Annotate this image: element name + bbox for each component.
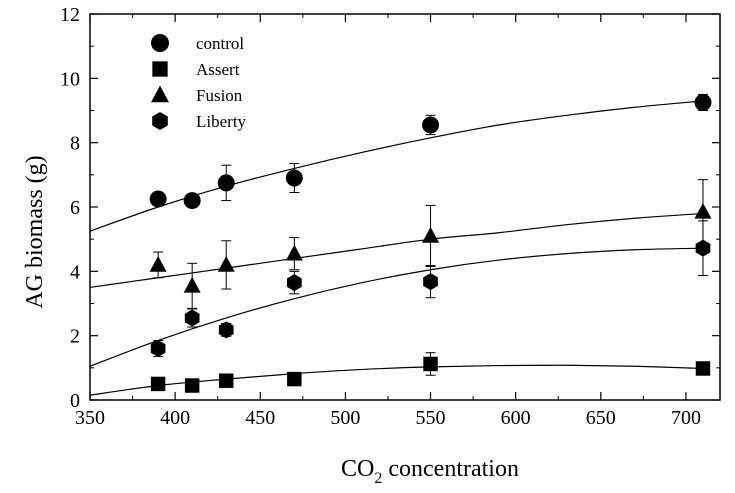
legend-marker-liberty (152, 112, 168, 130)
y-tick-label: 12 (60, 4, 80, 26)
fit-curve-assert (89, 364, 703, 396)
legend-marker-assert (152, 61, 168, 77)
y-tick-label: 8 (70, 133, 80, 155)
y-tick-label: 6 (70, 197, 80, 219)
x-axis-title-sub: 2 (374, 470, 382, 487)
y-tick-label: 0 (70, 390, 80, 412)
point-liberty (423, 273, 438, 291)
point-control (285, 169, 303, 187)
legend-label-liberty: Liberty (196, 112, 247, 131)
x-tick-label: 350 (75, 407, 105, 429)
x-tick-label: 400 (160, 407, 190, 429)
plot-frame (89, 13, 721, 401)
point-assert (423, 356, 438, 372)
point-assert (695, 361, 711, 376)
x-tick-label: 550 (416, 407, 446, 429)
x-tick-label: 450 (245, 407, 275, 429)
legend: control Assert Fusion Liberty (151, 34, 247, 131)
point-liberty (150, 340, 166, 358)
point-control (694, 93, 712, 111)
legend-label-fusion: Fusion (196, 86, 243, 105)
fit-curve-liberty (89, 247, 703, 367)
y-axis-title: AG biomass (g) (22, 155, 48, 308)
point-assert (218, 373, 234, 388)
y-tick-label: 10 (60, 68, 80, 90)
x-tick-label: 500 (330, 407, 360, 429)
x-tick-label: 700 (671, 407, 701, 429)
x-axis-title-main: CO (341, 456, 374, 482)
plot-border (89, 13, 721, 401)
data-markers (149, 93, 712, 393)
y-tick-label: 2 (70, 326, 80, 348)
legend-label-assert: Assert (196, 60, 240, 79)
point-assert (184, 378, 200, 393)
fit-curves (89, 100, 704, 396)
point-fusion (217, 255, 235, 272)
point-fusion (422, 227, 440, 243)
x-tick-label: 600 (501, 407, 531, 429)
x-tick-label: 650 (586, 407, 616, 429)
point-control (149, 190, 167, 208)
legend-marker-fusion (151, 85, 169, 103)
point-control (422, 116, 440, 134)
legend-label-control: control (196, 34, 244, 53)
point-liberty (184, 309, 200, 327)
point-control (217, 174, 235, 192)
y-tick-label: 4 (70, 261, 80, 283)
point-liberty (218, 321, 234, 339)
x-axis-title: CO2 concentration (341, 456, 519, 487)
x-axis-title-suffix: concentration (382, 456, 519, 482)
point-liberty (695, 239, 711, 257)
point-fusion (149, 255, 167, 272)
fit-curve-control (89, 100, 704, 232)
point-fusion (285, 244, 303, 261)
y-axis-ticks: 0 2 4 6 8 10 12 (60, 4, 720, 412)
point-assert (287, 371, 302, 387)
point-liberty (286, 274, 302, 292)
point-assert (150, 376, 166, 392)
point-control (183, 192, 201, 210)
x-axis-ticks: 350 400 450 500 550 600 650 700 (75, 14, 701, 429)
point-fusion (694, 202, 712, 219)
point-fusion (183, 276, 201, 293)
legend-marker-control (151, 34, 169, 52)
